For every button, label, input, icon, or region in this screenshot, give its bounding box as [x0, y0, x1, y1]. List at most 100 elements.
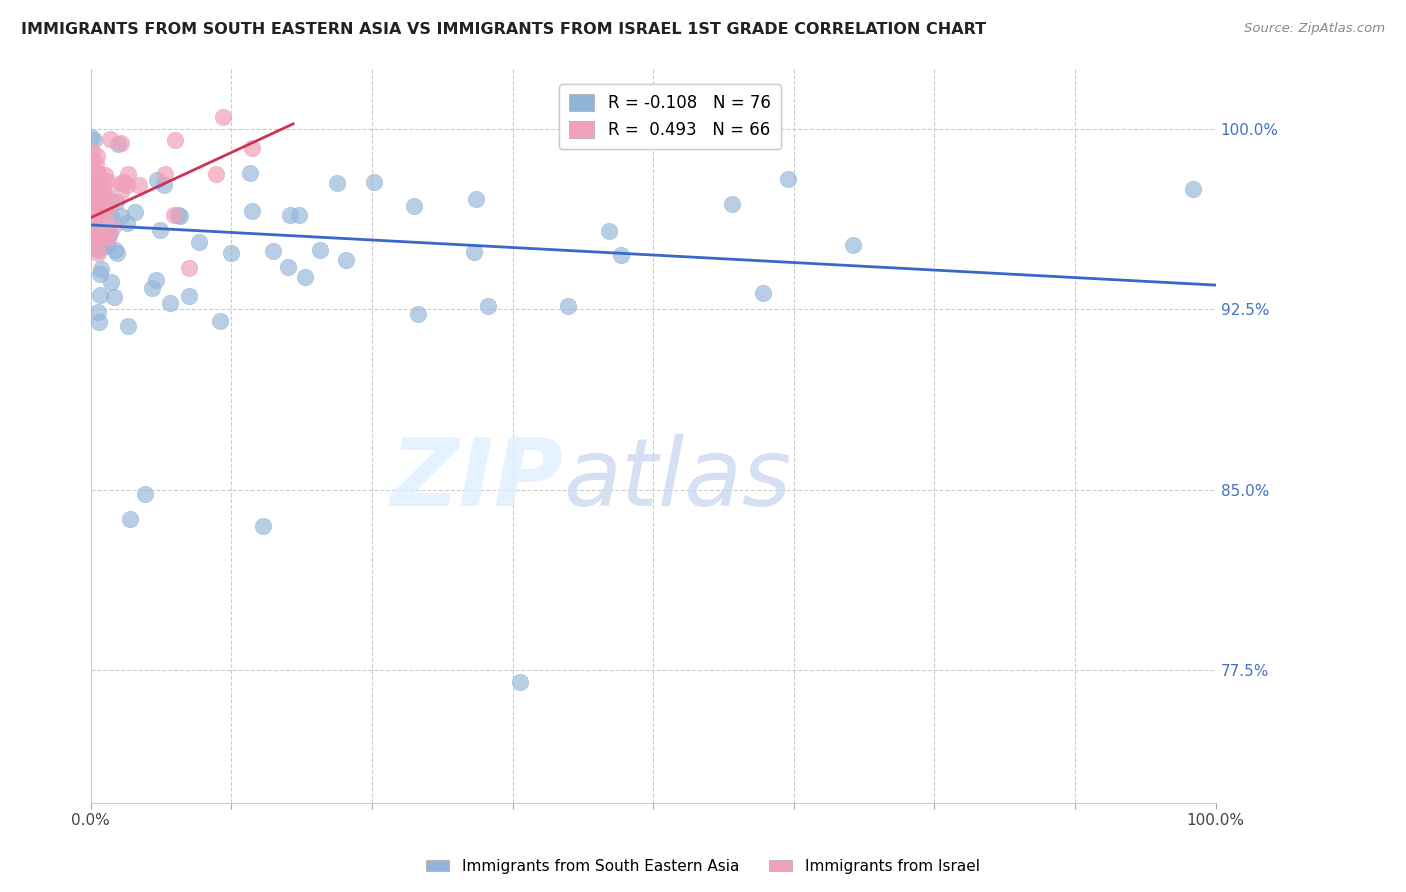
Point [288, 208, 311, 222]
Point [464, 192, 486, 206]
Point [308, 243, 330, 257]
Point [93, 185, 115, 199]
Legend: Immigrants from South Eastern Asia, Immigrants from Israel: Immigrants from South Eastern Asia, Immi… [420, 853, 986, 880]
Point [120, 511, 142, 525]
Point [87, 244, 110, 258]
Point [87, 315, 110, 329]
Point [80, 180, 103, 194]
Point [87, 246, 110, 260]
Point [86, 201, 108, 215]
Point [598, 224, 620, 238]
Point [83, 227, 105, 242]
Text: IMMIGRANTS FROM SOUTH EASTERN ASIA VS IMMIGRANTS FROM ISRAEL 1ST GRADE CORRELATI: IMMIGRANTS FROM SOUTH EASTERN ASIA VS IM… [21, 22, 986, 37]
Point [91, 238, 114, 252]
Point [82, 186, 104, 201]
Point [326, 176, 349, 190]
Point [82, 197, 104, 211]
Point [87, 305, 110, 319]
Point [204, 167, 226, 181]
Point [90, 183, 112, 197]
Point [86, 238, 108, 252]
Point [252, 518, 274, 533]
Point [141, 281, 163, 295]
Point [463, 245, 485, 260]
Point [96, 239, 118, 253]
Point [128, 178, 150, 192]
Point [89, 267, 111, 281]
Point [84, 231, 107, 245]
Point [752, 286, 775, 301]
Point [1182, 182, 1205, 196]
Point [83, 186, 105, 200]
Point [82, 193, 104, 207]
Point [80, 129, 103, 144]
Point [112, 175, 135, 189]
Point [179, 261, 201, 276]
Point [101, 219, 124, 234]
Point [93, 193, 115, 207]
Point [82, 204, 104, 219]
Point [239, 166, 262, 180]
Point [163, 133, 186, 147]
Point [208, 314, 231, 328]
Point [86, 202, 108, 216]
Point [103, 290, 125, 304]
Point [80, 169, 103, 183]
Point [80, 235, 103, 250]
Point [153, 168, 176, 182]
Point [110, 136, 132, 150]
Point [477, 300, 499, 314]
Point [262, 244, 284, 258]
Point [84, 200, 107, 214]
Point [240, 141, 263, 155]
Point [80, 202, 103, 217]
Point [82, 183, 104, 197]
Point [146, 173, 169, 187]
Point [280, 207, 302, 221]
Point [90, 261, 112, 276]
Point [93, 179, 115, 194]
Point [97, 230, 120, 244]
Point [335, 253, 357, 268]
Point [100, 275, 122, 289]
Point [87, 219, 110, 234]
Point [97, 200, 120, 214]
Point [82, 193, 104, 207]
Point [277, 260, 299, 275]
Point [100, 194, 122, 208]
Point [107, 246, 129, 260]
Point [93, 207, 115, 221]
Point [167, 208, 190, 222]
Point [84, 210, 107, 224]
Point [80, 199, 103, 213]
Point [94, 201, 117, 215]
Point [82, 190, 104, 204]
Point [89, 288, 111, 302]
Text: Source: ZipAtlas.com: Source: ZipAtlas.com [1244, 22, 1385, 36]
Point [117, 319, 139, 334]
Point [84, 173, 107, 187]
Point [93, 168, 115, 182]
Point [212, 110, 235, 124]
Point [80, 230, 103, 244]
Point [83, 133, 105, 147]
Point [84, 220, 107, 235]
Point [105, 194, 128, 209]
Point [115, 178, 138, 192]
Point [145, 273, 167, 287]
Point [107, 137, 129, 152]
Point [406, 307, 429, 321]
Point [83, 211, 105, 226]
Point [294, 269, 316, 284]
Point [82, 208, 104, 222]
Point [86, 166, 108, 180]
Point [110, 186, 132, 200]
Point [82, 178, 104, 193]
Point [841, 238, 863, 252]
Point [104, 244, 127, 258]
Point [110, 177, 132, 191]
Point [509, 675, 531, 690]
Point [84, 242, 107, 256]
Text: ZIP: ZIP [391, 434, 564, 525]
Point [94, 229, 117, 244]
